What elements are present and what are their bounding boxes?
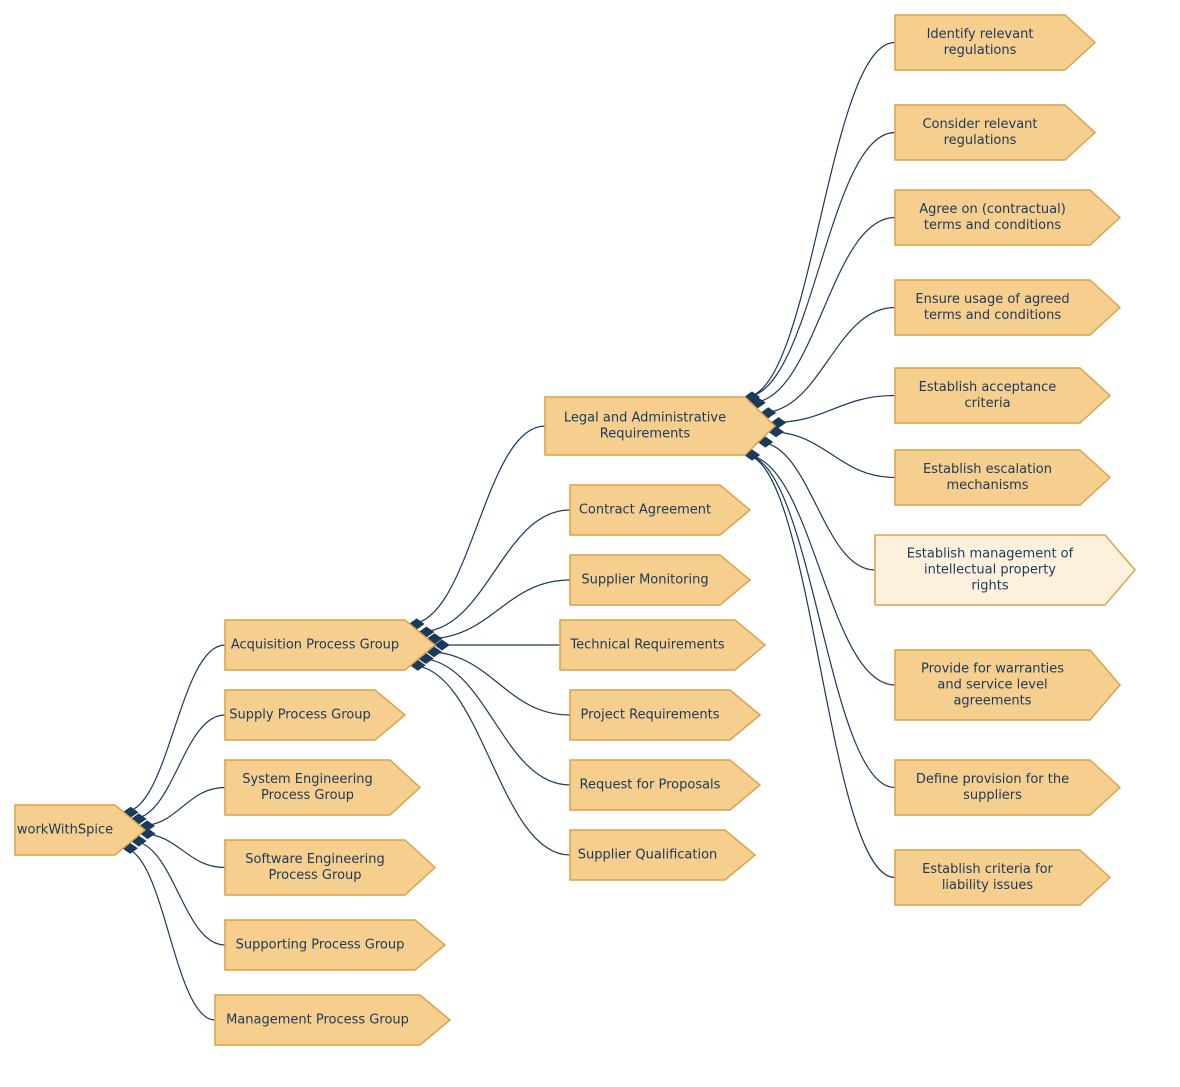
node-warr-label-line-1: and service level: [937, 678, 1047, 693]
node-ensure-label-line-0: Ensure usage of agreed: [915, 292, 1069, 307]
node-acq[interactable]: Acquisition Process Group: [225, 620, 435, 670]
node-soft-label-line-0: Software Engineering: [245, 852, 384, 867]
node-rfp-label-line-0: Request for Proposals: [580, 778, 721, 793]
node-idreg-label-line-0: Identify relevant: [927, 27, 1034, 42]
node-techreq[interactable]: Technical Requirements: [560, 620, 765, 670]
node-projreq[interactable]: Project Requirements: [570, 690, 760, 740]
node-idreg[interactable]: Identify relevantregulations: [895, 15, 1095, 70]
node-monitor[interactable]: Supplier Monitoring: [570, 555, 750, 605]
spice-diagram: workWithSpice Acquisition Process Group Su…: [0, 0, 1180, 1087]
node-warr-label-line-2: agreements: [953, 694, 1031, 709]
node-sup[interactable]: Supply Process Group: [225, 690, 405, 740]
node-techreq-label-line-0: Technical Requirements: [569, 638, 724, 653]
node-acq-label-line-0: Acquisition Process Group: [231, 638, 399, 653]
node-ip-label-line-1: intellectual property: [924, 563, 1056, 578]
node-squal[interactable]: Supplier Qualification: [570, 830, 755, 880]
node-prov[interactable]: Define provision for thesuppliers: [895, 760, 1120, 815]
node-mgmt-label-line-0: Management Process Group: [226, 1013, 409, 1028]
node-sys-label-line-1: Process Group: [261, 788, 354, 803]
node-escal[interactable]: Establish escalationmechanisms: [895, 450, 1110, 505]
node-agree-label-line-1: terms and conditions: [924, 218, 1061, 233]
node-soft-label-line-1: Process Group: [268, 868, 361, 883]
node-soft[interactable]: Software EngineeringProcess Group: [225, 840, 435, 895]
node-mgmt[interactable]: Management Process Group: [215, 995, 450, 1045]
node-accept-label-line-0: Establish acceptance: [919, 380, 1057, 395]
node-escal-label-line-1: mechanisms: [946, 478, 1028, 493]
node-projreq-label-line-0: Project Requirements: [581, 708, 720, 723]
node-accept[interactable]: Establish acceptancecriteria: [895, 368, 1110, 423]
node-supp[interactable]: Supporting Process Group: [225, 920, 445, 970]
node-sys[interactable]: System EngineeringProcess Group: [225, 760, 420, 815]
node-conreg-label-line-0: Consider relevant: [922, 117, 1037, 132]
node-warr-label-line-0: Provide for warranties: [921, 662, 1064, 677]
node-agree[interactable]: Agree on (contractual)terms and conditio…: [895, 190, 1120, 245]
node-liab[interactable]: Establish criteria forliability issues: [895, 850, 1110, 905]
node-liab-label-line-0: Establish criteria for: [922, 862, 1053, 877]
node-supp-label-line-0: Supporting Process Group: [236, 938, 405, 953]
node-warr[interactable]: Provide for warrantiesand service levela…: [895, 650, 1120, 720]
node-contract[interactable]: Contract Agreement: [570, 485, 750, 535]
node-squal-label-line-0: Supplier Qualification: [578, 848, 718, 863]
node-legal-label-line-0: Legal and Administrative: [564, 411, 726, 426]
node-legal-label-line-1: Requirements: [600, 427, 691, 442]
node-root-label-line-0: workWithSpice: [17, 823, 113, 838]
node-ip-label-line-2: rights: [971, 579, 1009, 594]
node-legal[interactable]: Legal and AdministrativeRequirements: [545, 397, 775, 455]
node-escal-label-line-0: Establish escalation: [923, 462, 1052, 477]
node-ensure[interactable]: Ensure usage of agreedterms and conditio…: [895, 280, 1120, 335]
node-monitor-label-line-0: Supplier Monitoring: [581, 573, 708, 588]
node-contract-label-line-0: Contract Agreement: [579, 503, 711, 518]
node-prov-label-line-0: Define provision for the: [916, 772, 1069, 787]
node-liab-label-line-1: liability issues: [942, 878, 1034, 893]
node-ensure-label-line-1: terms and conditions: [924, 308, 1061, 323]
node-accept-label-line-1: criteria: [964, 396, 1010, 411]
node-idreg-label-line-1: regulations: [944, 43, 1017, 58]
node-sys-label-line-0: System Engineering: [242, 772, 373, 787]
node-agree-label-line-0: Agree on (contractual): [919, 202, 1066, 217]
node-rfp[interactable]: Request for Proposals: [570, 760, 760, 810]
node-ip[interactable]: Establish management ofintellectual prop…: [875, 535, 1135, 605]
node-conreg[interactable]: Consider relevantregulations: [895, 105, 1095, 160]
node-sup-label-line-0: Supply Process Group: [229, 708, 370, 723]
node-prov-label-line-1: suppliers: [963, 788, 1022, 803]
node-ip-label-line-0: Establish management of: [907, 547, 1074, 562]
node-conreg-label-line-1: regulations: [944, 133, 1017, 148]
